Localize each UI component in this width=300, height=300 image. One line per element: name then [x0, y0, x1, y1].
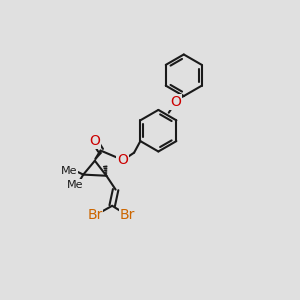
- Text: Br: Br: [87, 208, 103, 222]
- Text: O: O: [170, 95, 181, 109]
- Text: Br: Br: [119, 208, 135, 222]
- Text: Me: Me: [67, 180, 83, 190]
- Text: O: O: [117, 153, 128, 166]
- Polygon shape: [95, 151, 102, 161]
- Text: O: O: [89, 134, 100, 148]
- Text: Me: Me: [61, 166, 78, 176]
